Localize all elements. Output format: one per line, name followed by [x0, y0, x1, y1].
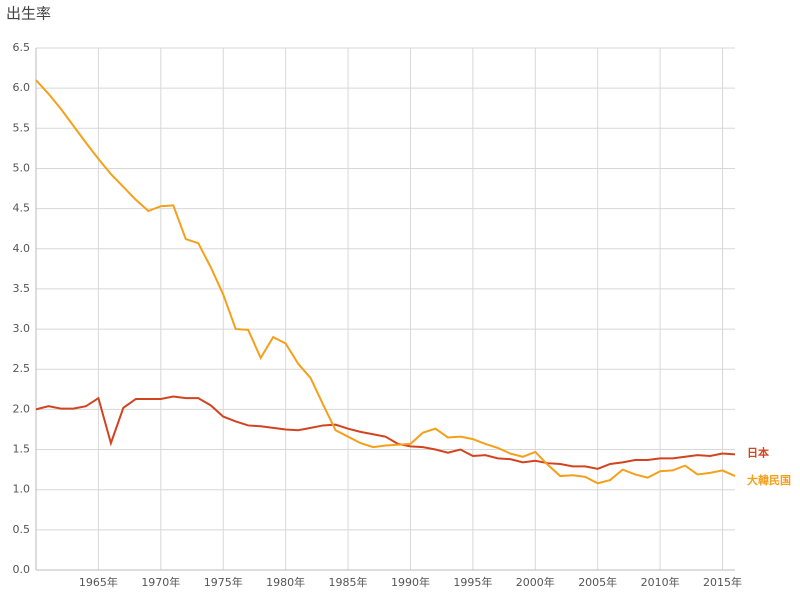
y-tick-label: 1.0	[13, 483, 31, 496]
legend-label: 日本	[747, 445, 769, 459]
y-tick-label: 5.0	[13, 161, 31, 174]
series-line	[35, 395, 736, 470]
y-tick-label: 4.0	[13, 242, 31, 255]
x-tick-label: 1995年	[453, 575, 492, 589]
chart-title: 出生率	[6, 5, 51, 23]
y-tick-label: 2.5	[13, 362, 31, 375]
y-tick-label: 6.5	[13, 41, 31, 54]
x-tick-label: 1970年	[141, 575, 180, 589]
y-tick-label: 5.5	[13, 121, 31, 134]
x-tick-label: 1980年	[266, 575, 305, 589]
y-tick-label: 6.0	[13, 81, 31, 94]
x-tick-label: 2000年	[516, 575, 555, 589]
x-tick-label: 1965年	[79, 575, 118, 589]
x-tick-label: 2015年	[703, 575, 742, 589]
series-line	[35, 79, 736, 485]
x-tick-label: 2005年	[578, 575, 617, 589]
x-tick-label: 1975年	[204, 575, 243, 589]
y-tick-label: 1.5	[13, 443, 31, 456]
y-tick-label: 3.5	[13, 282, 31, 295]
y-tick-label: 0.5	[13, 523, 31, 536]
y-tick-label: 3.0	[13, 322, 31, 335]
legend-label: 大韓民国	[747, 473, 791, 487]
x-tick-label: 1990年	[391, 575, 430, 589]
y-tick-label: 0.0	[13, 563, 31, 576]
y-tick-label: 2.0	[13, 402, 31, 415]
x-tick-label: 1985年	[329, 575, 368, 589]
y-tick-label: 4.5	[13, 202, 31, 215]
x-tick-label: 2010年	[641, 575, 680, 589]
